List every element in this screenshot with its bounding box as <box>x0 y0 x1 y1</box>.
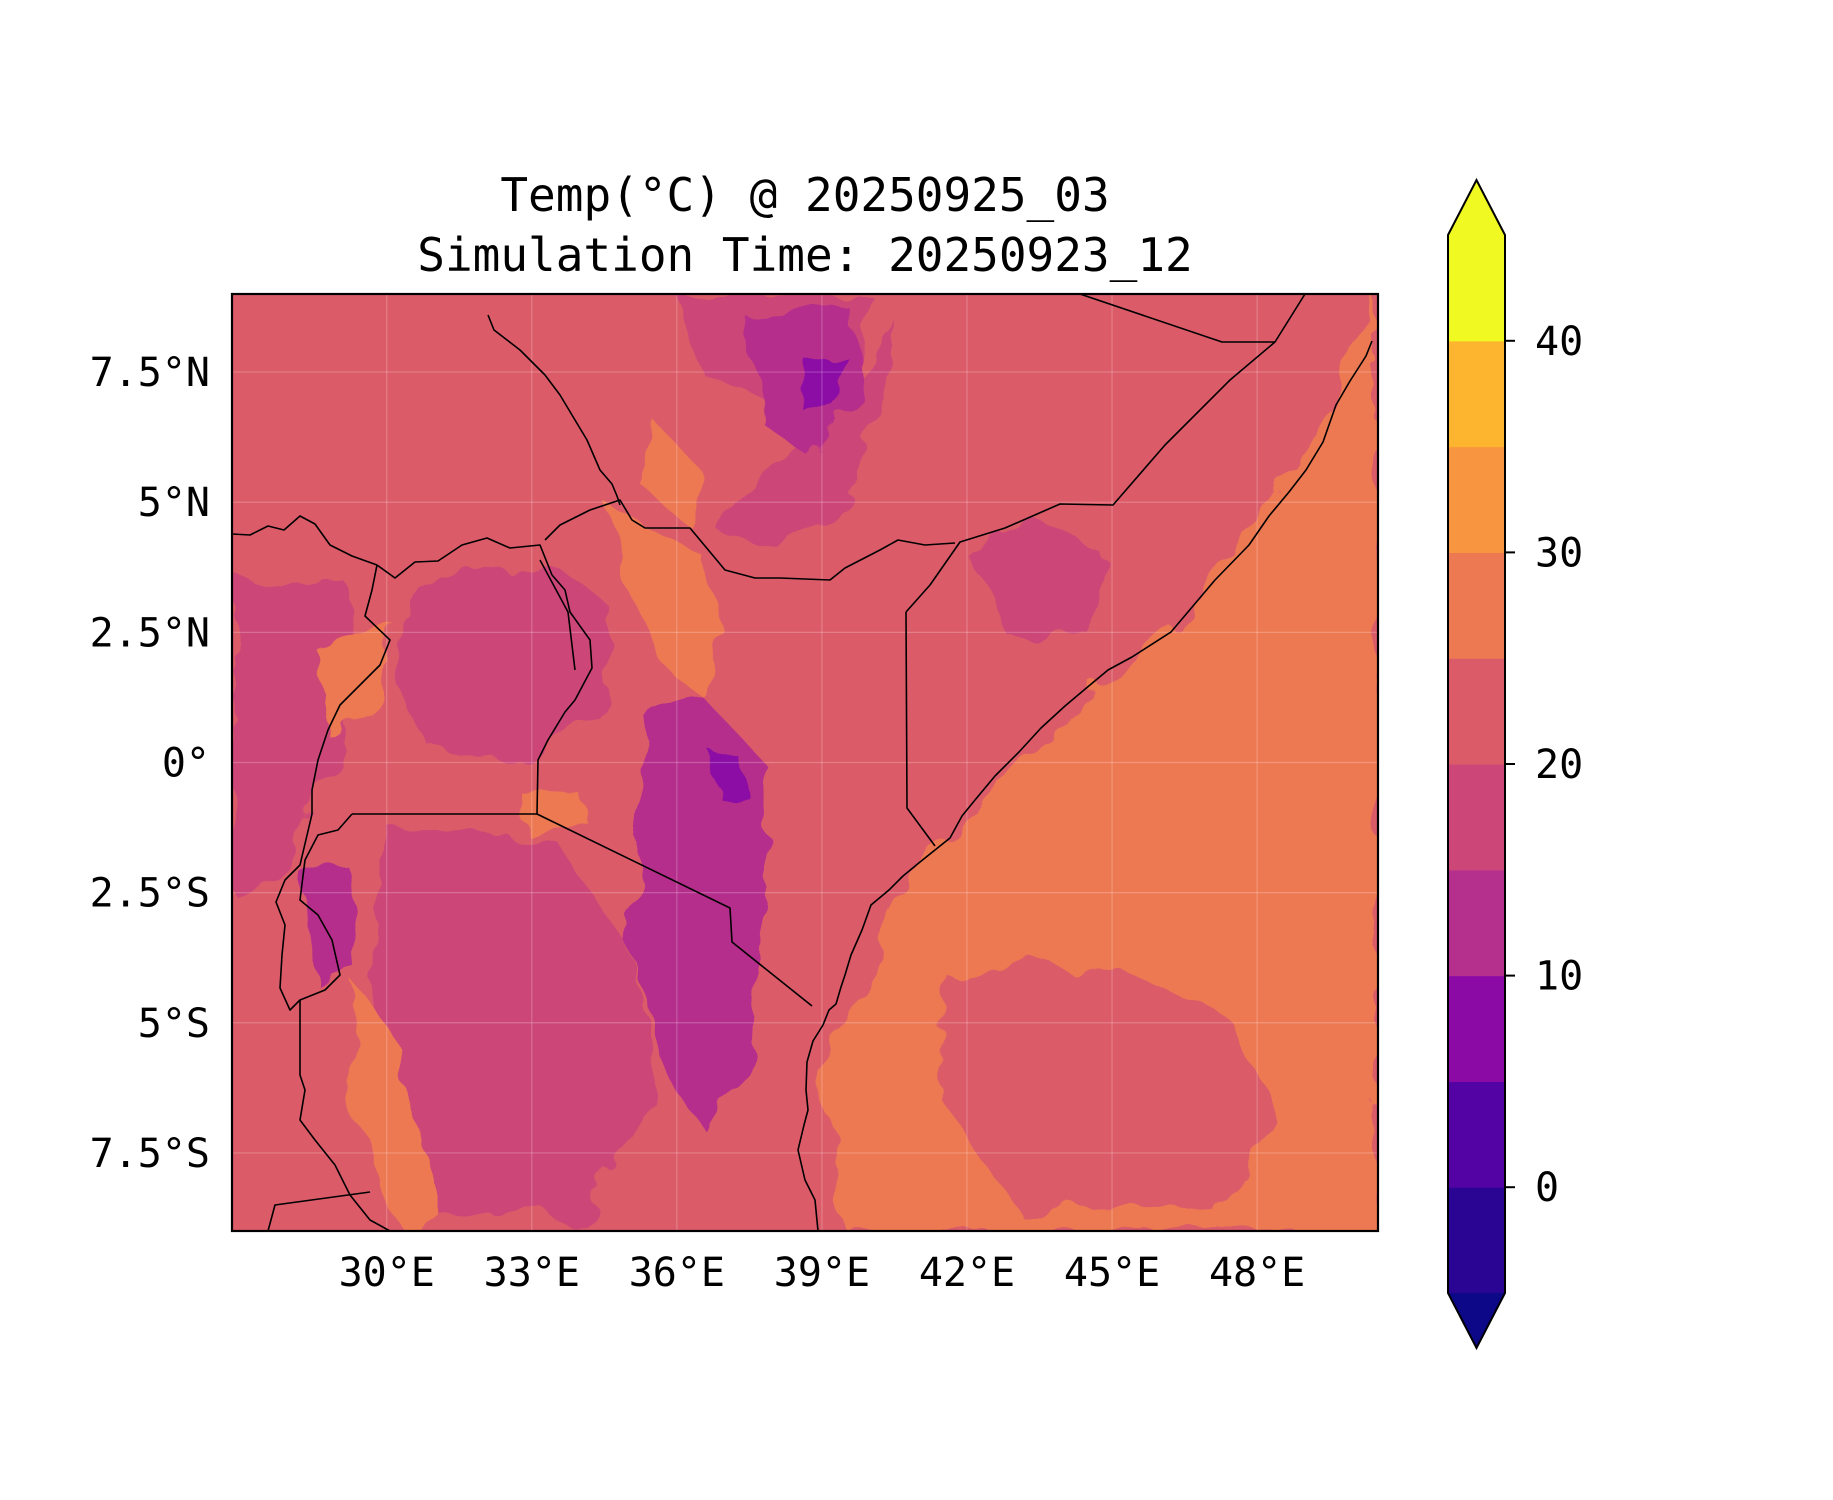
border-ethiopia-somalia <box>905 341 1276 613</box>
contour-region <box>967 523 1103 643</box>
y-tick-label: 0° <box>162 741 210 787</box>
contour-region <box>715 320 895 544</box>
contour-region <box>628 700 774 1127</box>
lake-victoria-shore <box>539 559 576 671</box>
coastline <box>797 340 1373 1231</box>
colorbar-segment <box>1448 1187 1505 1294</box>
map-frame <box>230 292 1380 1233</box>
colorbar-tick-label: 30 <box>1535 530 1583 576</box>
border-south-sudan-drc <box>232 515 378 566</box>
border-ssudan-ethiopia <box>487 314 621 506</box>
y-tick-label: 7.5°S <box>90 1131 210 1177</box>
colorbar-extend-min <box>1448 1293 1505 1348</box>
contour-region <box>942 960 1282 1211</box>
colorbar-outline <box>1447 177 1506 1351</box>
temperature-field <box>232 294 1378 1231</box>
colorbar-tick-label: 20 <box>1535 742 1583 788</box>
x-tick-label: 48°E <box>1209 1250 1305 1296</box>
y-tick-label: 5°N <box>138 480 210 526</box>
y-tick-label: 2.5°S <box>90 871 210 917</box>
x-axis: 30°E 33°E 36°E 39°E 42°E 45°E 48°E <box>339 1250 1306 1296</box>
border-kenya-uganda <box>536 574 593 815</box>
contour-regions <box>232 294 1378 1231</box>
contour-region <box>396 564 610 763</box>
colorbar-segment <box>1448 975 1505 1082</box>
gridlines <box>232 294 1378 1231</box>
colorbar-tick-label: 0 <box>1535 1165 1559 1211</box>
colorbar-segment <box>1448 869 1505 977</box>
border-drc-uganda <box>311 564 391 814</box>
border-kenya-tanzania <box>536 813 813 1007</box>
contour-region <box>807 351 842 419</box>
contour-region <box>739 304 861 461</box>
contour-region <box>362 825 653 1221</box>
contour-region <box>314 627 397 737</box>
colorbar-segment <box>1448 764 1505 871</box>
colorbar: 0 10 20 30 40 <box>1447 177 1583 1351</box>
x-tick-label: 39°E <box>774 1250 870 1296</box>
colorbar-segment <box>1448 658 1505 765</box>
x-tick-label: 30°E <box>339 1250 435 1296</box>
colorbar-tick-label: 40 <box>1535 319 1583 365</box>
contour-region <box>522 793 590 831</box>
contour-region <box>304 866 358 987</box>
y-axis: 7.5°N 5°N 2.5°N 0° 2.5°S 5°S 7.5°S <box>90 350 210 1177</box>
colorbar-segment <box>1448 446 1505 553</box>
title-line-2: Simulation Time: 20250923_12 <box>417 228 1193 282</box>
colorbar-segment <box>1448 552 1505 659</box>
border-kenya-ssudan <box>544 499 956 581</box>
border-rwanda-burundi <box>275 813 353 1011</box>
contour-region <box>604 502 726 700</box>
colorbar-tick-label: 10 <box>1535 954 1583 1000</box>
x-tick-label: 42°E <box>919 1250 1015 1296</box>
border-zambia <box>267 1191 371 1231</box>
colorbar-segment <box>1448 1081 1505 1188</box>
x-tick-label: 45°E <box>1064 1250 1160 1296</box>
colorbar-segment <box>1448 235 1505 342</box>
x-tick-label: 36°E <box>629 1250 725 1296</box>
colorbar-segment <box>1448 340 1505 448</box>
contour-region <box>710 752 745 794</box>
border-lake-tanganyika <box>299 1000 391 1231</box>
y-tick-label: 5°S <box>138 1001 210 1047</box>
border-south-sudan-uganda <box>376 537 553 579</box>
title-line-1: Temp(°C) @ 20250925_03 <box>500 168 1110 222</box>
y-tick-label: 2.5°N <box>90 610 210 656</box>
colorbar-extend-max <box>1448 180 1505 235</box>
border-kenya-somalia <box>905 611 936 847</box>
contour-region <box>348 986 436 1231</box>
border-somaliland <box>1079 294 1306 343</box>
y-tick-label: 7.5°N <box>90 350 210 396</box>
x-tick-label: 33°E <box>484 1250 580 1296</box>
country-borders <box>232 294 1373 1231</box>
contour-region <box>647 424 692 523</box>
